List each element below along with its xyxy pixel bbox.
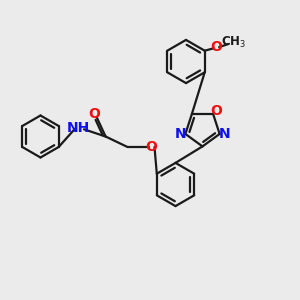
Text: O: O [210, 40, 222, 54]
Text: CH$_3$: CH$_3$ [221, 35, 246, 50]
Text: O: O [210, 104, 222, 118]
Text: N: N [218, 127, 230, 141]
Text: NH: NH [67, 121, 90, 134]
Text: O: O [88, 107, 100, 121]
Text: N: N [175, 127, 187, 141]
Text: O: O [146, 140, 158, 154]
